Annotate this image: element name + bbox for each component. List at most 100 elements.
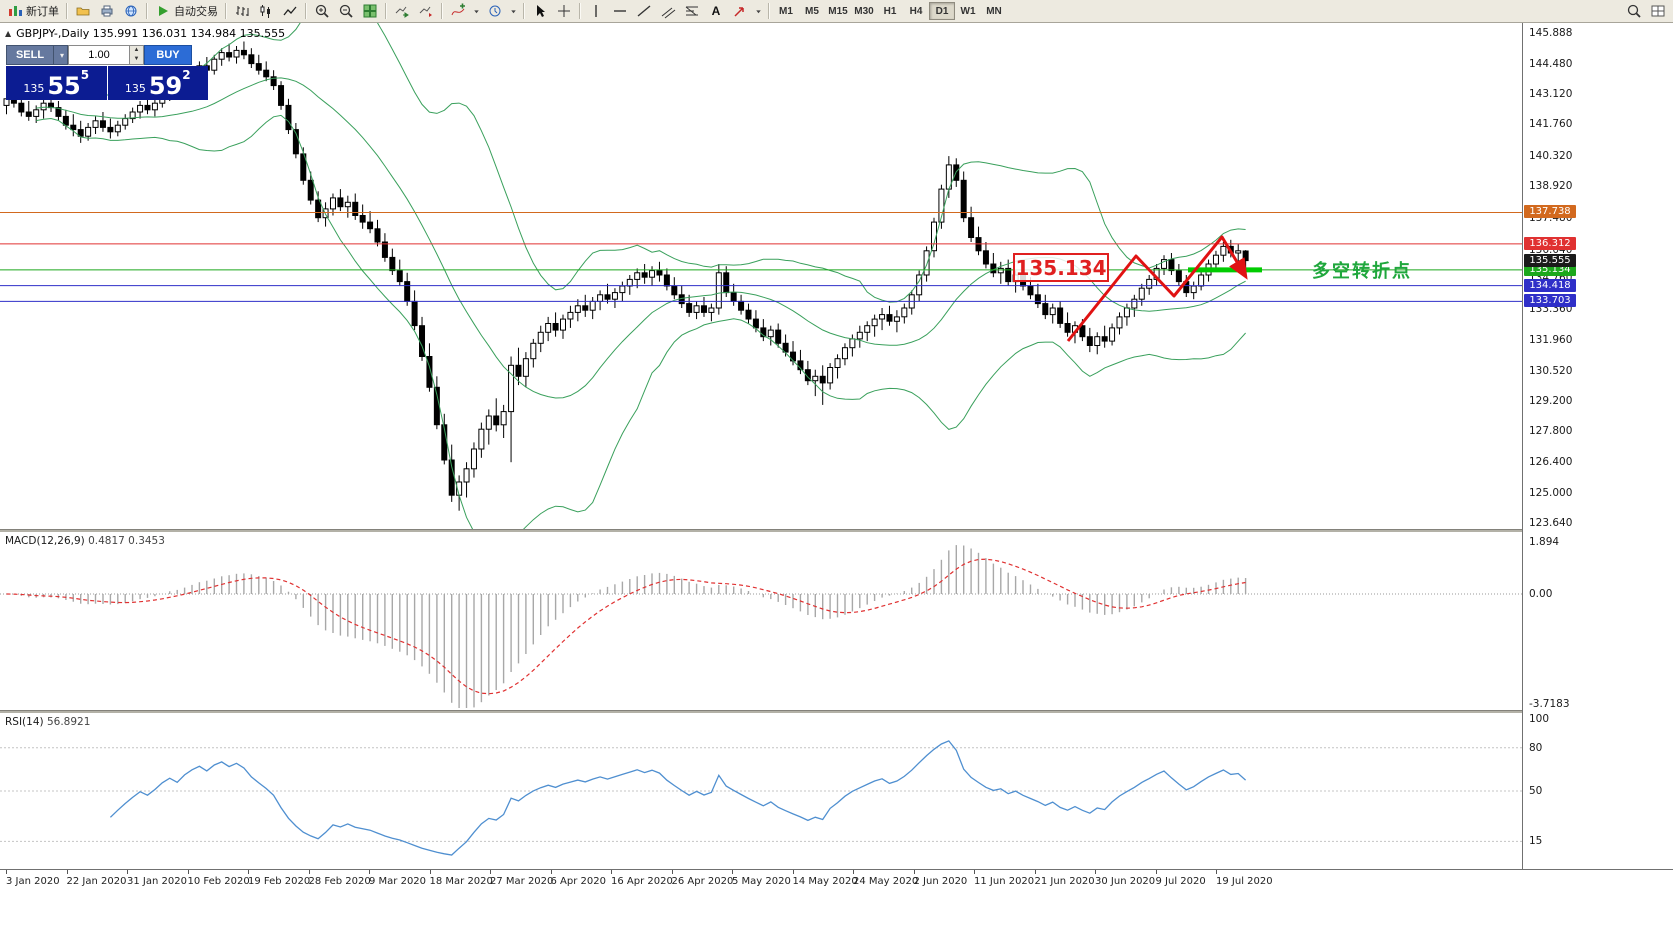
rsi-value: 56.8921: [46, 716, 91, 728]
volume-stepper[interactable]: ▲ ▼: [130, 45, 144, 65]
sell-button[interactable]: SELL: [6, 45, 54, 65]
cycles-button[interactable]: [483, 2, 507, 21]
cursor-icon: [537, 5, 545, 17]
cursor-button[interactable]: [528, 2, 552, 21]
timeframe-d1-button[interactable]: D1: [929, 2, 955, 20]
chart-shift-button[interactable]: [414, 2, 438, 21]
timeframe-m15-button[interactable]: M15: [825, 2, 851, 20]
new-order-button[interactable]: 新订单: [3, 2, 63, 21]
date-label: 14 May 2020: [792, 876, 858, 887]
channel-button[interactable]: [656, 2, 680, 21]
pane-splitter[interactable]: [0, 529, 1673, 532]
bar-chart-button[interactable]: [230, 2, 254, 21]
date-label: 22 Jan 2020: [66, 876, 127, 887]
time-axis-tick: [853, 870, 854, 874]
caret-down-icon: [474, 9, 479, 13]
toolbar-left-group: 新订单 自动交易 A: [3, 0, 773, 23]
pane-splitter[interactable]: [0, 710, 1673, 713]
search-button[interactable]: [1622, 2, 1646, 21]
line-chart-button[interactable]: [278, 2, 302, 21]
print-button[interactable]: [95, 2, 119, 21]
arrow-tool-button[interactable]: [728, 2, 752, 21]
layouts-button[interactable]: [1646, 2, 1670, 21]
macd-pane: MACD(12,26,9) 0.4817 0.3453: [0, 532, 1522, 710]
zoom-in-button[interactable]: [310, 2, 334, 21]
hline-price-tag: 137.738: [1524, 205, 1576, 219]
turning-point-label[interactable]: 多空转折点: [1312, 261, 1412, 282]
buy-button[interactable]: BUY: [144, 45, 192, 65]
timeframe-m1-button[interactable]: M1: [773, 2, 799, 20]
toolbar-separator: [146, 3, 148, 19]
auto-trading-button[interactable]: 自动交易: [151, 2, 222, 21]
sell-price-prefix: 135: [23, 82, 45, 95]
line-chart-icon: [283, 6, 297, 16]
price-axis-tick: 126.400: [1529, 456, 1573, 469]
vertical-line-button[interactable]: [584, 2, 608, 21]
price-axis-tick: 127.800: [1529, 425, 1573, 438]
auto-scroll-button[interactable]: [390, 2, 414, 21]
time-axis-tick: [913, 870, 915, 874]
timeframe-mn-button[interactable]: MN: [981, 2, 1007, 20]
cycles-caret-icon[interactable]: [507, 2, 520, 21]
timeframe-h1-button[interactable]: H1: [877, 2, 903, 20]
buy-price-sup: 2: [182, 68, 191, 82]
macd-axis-max: 1.894: [1529, 536, 1560, 548]
date-label: 28 Feb 2020: [308, 876, 371, 887]
price-annotation-box[interactable]: 135.134: [1013, 253, 1109, 282]
price-axis[interactable]: 145.888 144.480 143.120 141.760 140.320 138.9…: [1522, 23, 1673, 869]
time-axis-tick: [550, 870, 552, 874]
print-icon: [101, 5, 113, 17]
trendline-button[interactable]: [632, 2, 656, 21]
date-label: 2 Jun 2020: [913, 876, 968, 887]
timeframe-m5-button[interactable]: M5: [799, 2, 825, 20]
candlestick-chart-icon: [260, 5, 270, 18]
collapse-panel-icon[interactable]: ▲: [5, 29, 12, 38]
time-axis-tick: [1095, 870, 1096, 874]
profiles-button[interactable]: [71, 2, 95, 21]
caret-down-icon: [511, 9, 516, 13]
indicators-caret-icon[interactable]: [470, 2, 483, 21]
macd-axis-min: -3.7183: [1529, 698, 1570, 710]
timeframe-w1-button[interactable]: W1: [955, 2, 981, 20]
text-button[interactable]: A: [704, 2, 728, 21]
macd-canvas[interactable]: [0, 532, 1522, 710]
step-up-icon[interactable]: ▲: [133, 47, 140, 53]
toolbar-right-group: [1622, 0, 1670, 23]
candlestick-chart-button[interactable]: [254, 2, 278, 21]
indicators-button[interactable]: [446, 2, 470, 21]
tile-windows-button[interactable]: [358, 2, 382, 21]
step-down-icon[interactable]: ▼: [133, 56, 140, 62]
trendline-icon: [637, 5, 651, 17]
bid-price-tag: 135.555: [1524, 253, 1576, 267]
timeframe-m30-button[interactable]: M30: [851, 2, 877, 20]
toolbar-separator: [66, 3, 68, 19]
zoom-out-button[interactable]: [334, 2, 358, 21]
web-button[interactable]: [119, 2, 143, 21]
time-axis-tick: [369, 870, 370, 874]
crosshair-button[interactable]: [552, 2, 576, 21]
fibonacci-button[interactable]: [680, 2, 704, 21]
time-axis[interactable]: 3 Jan 2020 22 Jan 2020 31 Jan 2020 10 Feb 2…: [0, 869, 1673, 892]
price-axis-tick: 131.960: [1529, 333, 1573, 346]
rsi-canvas[interactable]: [0, 713, 1522, 869]
sell-price[interactable]: 135 55 5: [6, 66, 107, 100]
date-label: 27 Mar 2020: [490, 876, 554, 887]
price-axis-tick: 130.520: [1529, 365, 1573, 378]
time-axis-tick: [611, 870, 612, 874]
price-chart-canvas[interactable]: [0, 23, 1522, 529]
sell-options-caret-icon[interactable]: ▾: [54, 45, 68, 65]
shapes-caret-icon[interactable]: [752, 2, 765, 21]
buy-price[interactable]: 135 59 2: [107, 66, 208, 100]
horizontal-line-button[interactable]: [608, 2, 632, 21]
date-label: 26 Apr 2020: [671, 876, 734, 887]
time-axis-tick: [732, 870, 733, 874]
search-icon: [1627, 4, 1641, 18]
time-axis-tick: [1216, 870, 1217, 874]
timeframe-h4-button[interactable]: H4: [903, 2, 929, 20]
time-axis-tick: [248, 870, 249, 874]
macd-name: MACD(12,26,9): [5, 535, 85, 547]
volume-input[interactable]: [68, 45, 130, 65]
time-axis-tick: [429, 870, 431, 874]
date-label: 31 Jan 2020: [127, 876, 187, 887]
